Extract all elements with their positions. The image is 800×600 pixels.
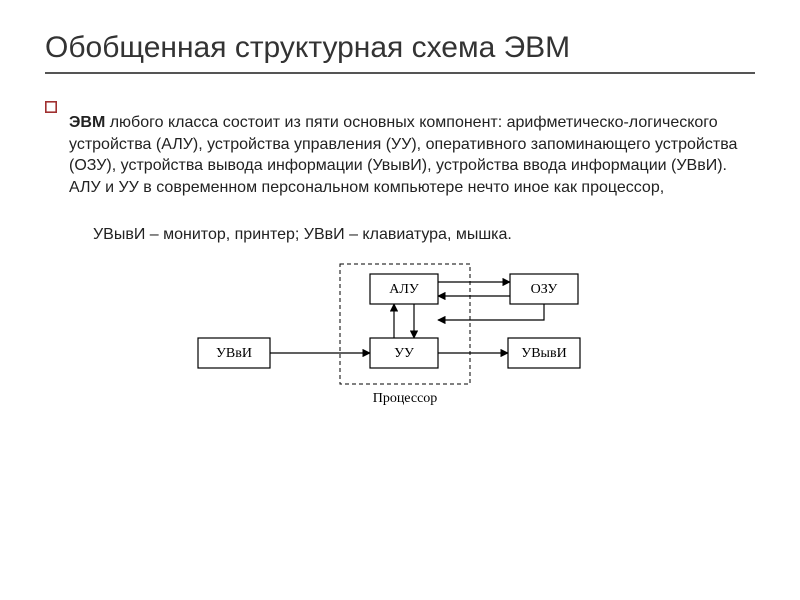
node-label-ozu: ОЗУ bbox=[531, 282, 558, 297]
bullet-square bbox=[46, 102, 56, 112]
node-label-uu: УУ bbox=[394, 346, 414, 361]
node-label-alu: АЛУ bbox=[389, 282, 419, 297]
diagram-container: УВвИ АЛУ УУ ОЗУ УВывИ Процессор bbox=[45, 260, 755, 430]
body-lead: ЭВМ bbox=[69, 114, 105, 131]
bullet-row: ЭВМ любого класса состоит из пяти основн… bbox=[45, 96, 755, 214]
body-rest: любого класса состоит из пяти основных к… bbox=[69, 114, 737, 196]
body-text: ЭВМ любого класса состоит из пяти основн… bbox=[69, 112, 755, 198]
node-label-uvyvi: УВывИ bbox=[521, 346, 566, 361]
page-title: Обобщенная структурная схема ЭВМ bbox=[45, 30, 755, 66]
bullet-marker-icon bbox=[45, 101, 57, 113]
structure-diagram: УВвИ АЛУ УУ ОЗУ УВывИ Процессор bbox=[180, 260, 620, 430]
sub-line: УВывИ – монитор, принтер; УВвИ – клавиат… bbox=[93, 224, 755, 246]
slide: Обобщенная структурная схема ЭВМ ЭВМ люб… bbox=[0, 0, 800, 600]
node-label-uvvi: УВвИ bbox=[216, 346, 252, 361]
edge-ozu-uu bbox=[438, 304, 544, 320]
processor-group-label: Процессор bbox=[373, 391, 438, 406]
title-underline bbox=[45, 72, 755, 74]
